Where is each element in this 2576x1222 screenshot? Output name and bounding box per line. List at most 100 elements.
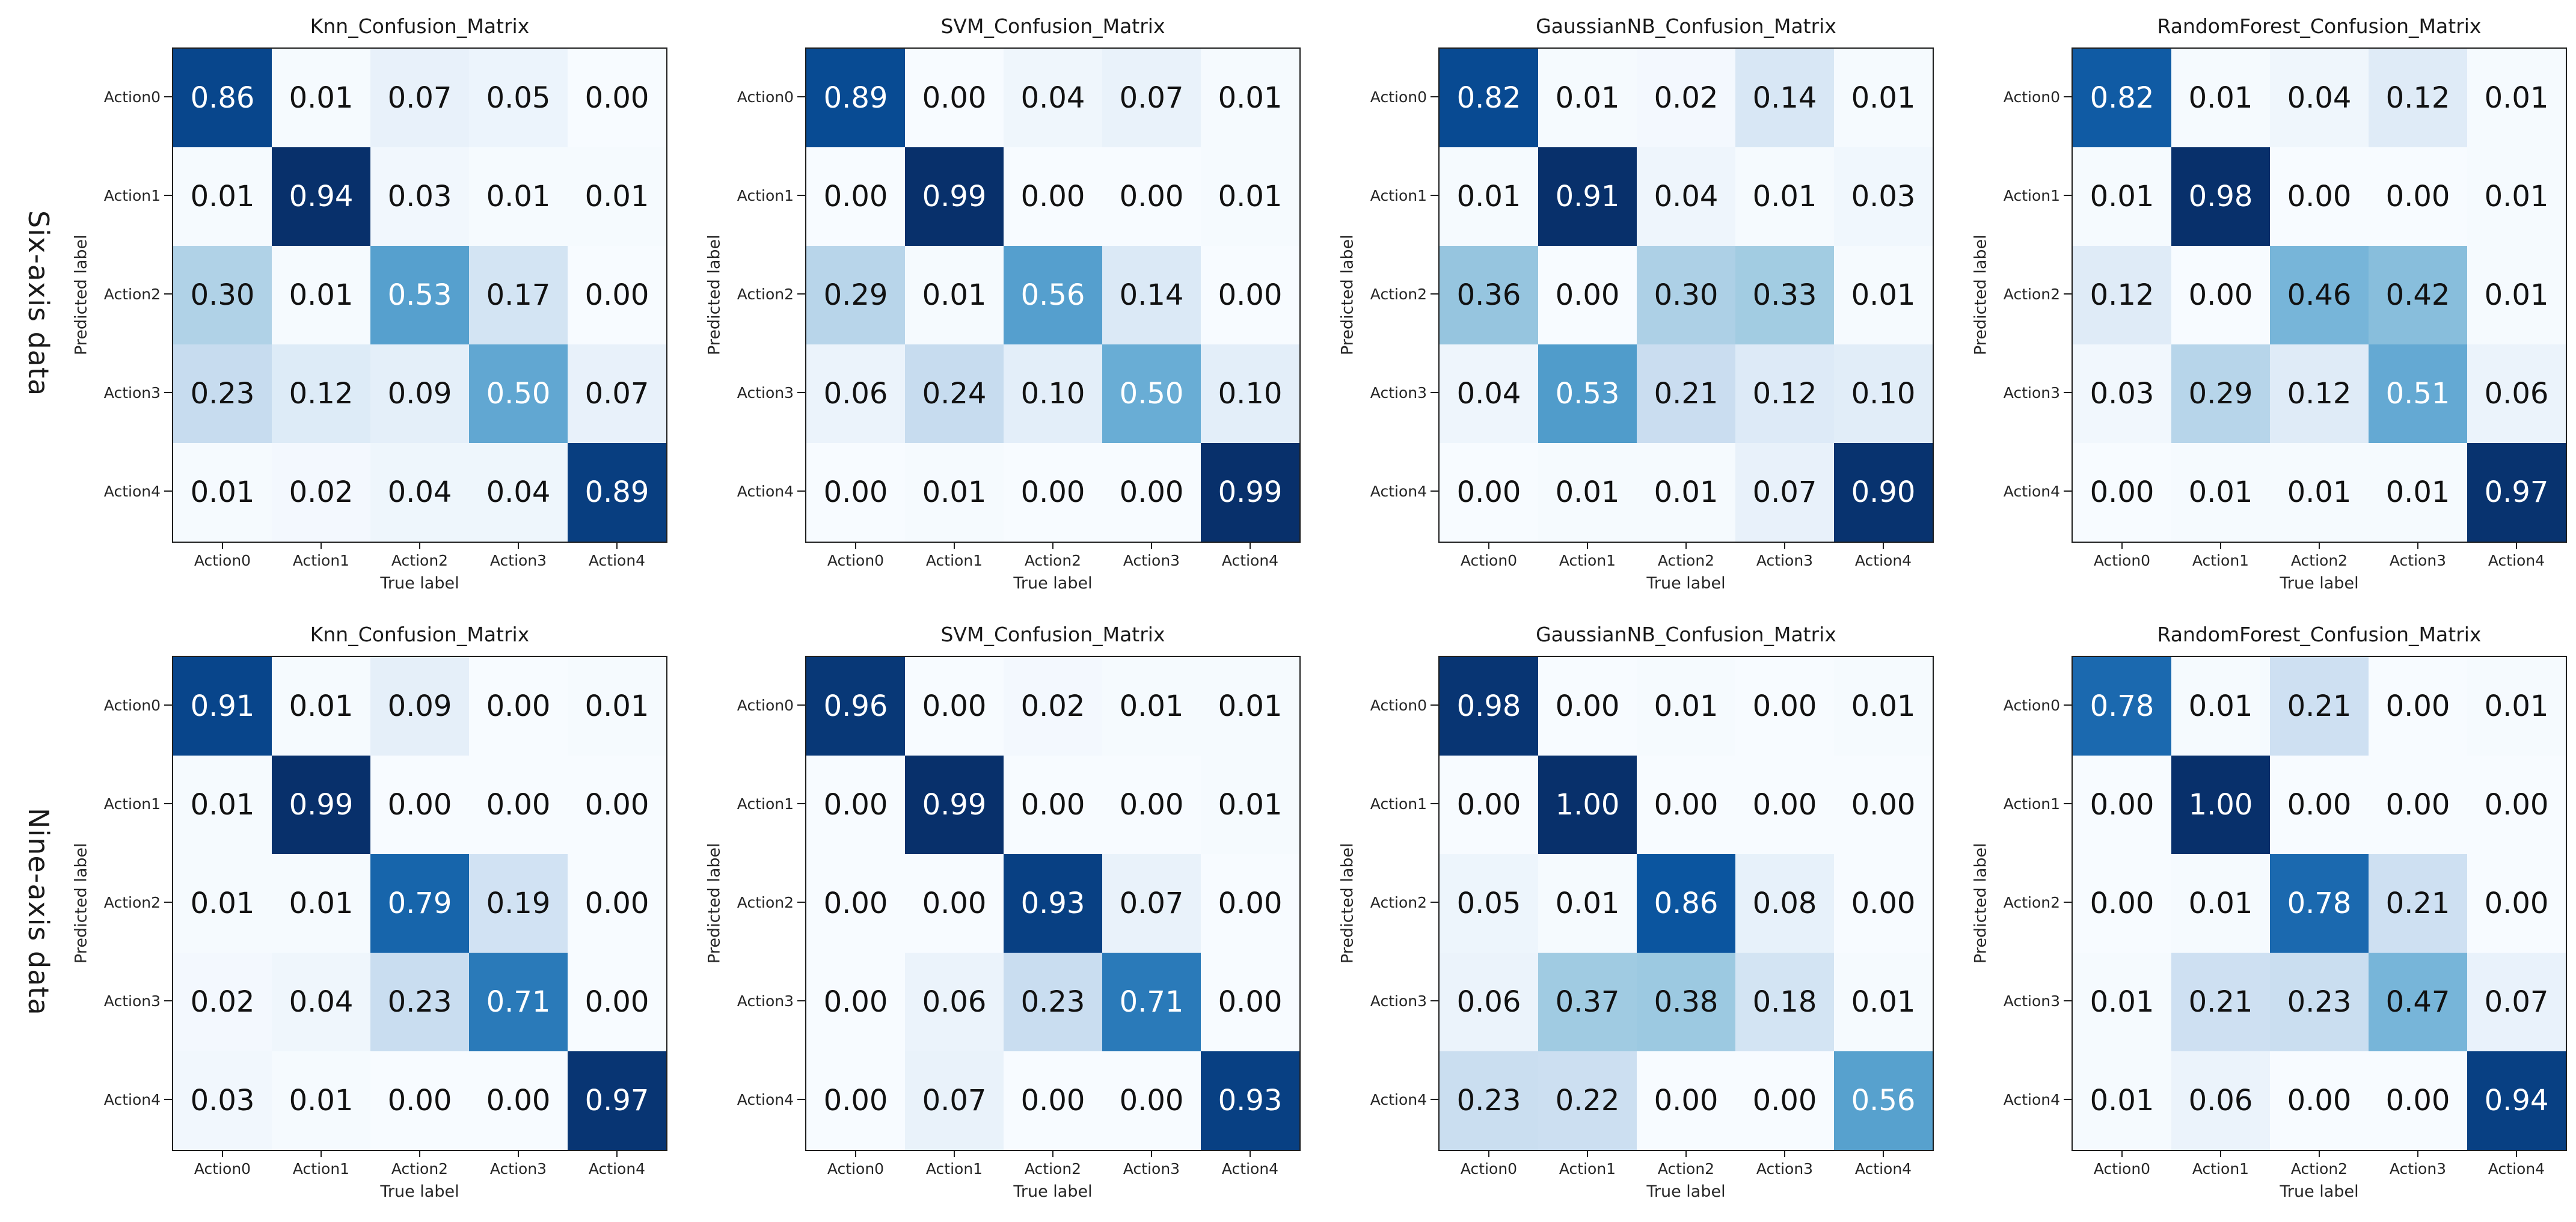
y-tick-mark xyxy=(2064,1000,2072,1001)
y-tick: Action0 xyxy=(728,47,805,146)
matrix-cell: 0.46 xyxy=(2270,246,2369,344)
y-tick-mark xyxy=(797,392,805,393)
matrix-cell: 0.06 xyxy=(2467,344,2566,443)
matrix-cell: 0.06 xyxy=(1440,953,1538,1051)
x-tick-label: Action3 xyxy=(2389,1160,2447,1178)
cell-value: 0.10 xyxy=(1020,377,1085,411)
subplot-title: Knn_Confusion_Matrix xyxy=(310,14,530,38)
y-tick-mark xyxy=(164,803,172,804)
confusion-matrix-subplot: GaussianNB_Confusion_Matrix Predicted la… xyxy=(1334,14,1934,593)
cell-value: 0.00 xyxy=(1119,475,1184,509)
cell-value: 0.01 xyxy=(2484,81,2549,115)
matrix-cell: 0.01 xyxy=(2073,953,2171,1051)
matrix-cell: 0.10 xyxy=(1004,344,1102,443)
y-tick-mark xyxy=(2064,902,2072,903)
confusion-matrix-subplot: SVM_Confusion_Matrix Predicted label Act… xyxy=(701,14,1301,593)
subplot-main: Predicted label Action0 Action1 Action2 Act… xyxy=(1334,656,1934,1151)
matrix-cell: 0.00 xyxy=(1004,147,1102,246)
y-axis-label: Predicted label xyxy=(72,843,91,964)
cell-value: 0.50 xyxy=(486,377,551,411)
cell-value: 0.00 xyxy=(2484,788,2549,822)
matrix-cell: 0.00 xyxy=(2369,147,2467,246)
matrix-cell: 0.09 xyxy=(370,344,469,443)
x-tick: Action1 xyxy=(272,543,370,569)
confusion-matrix-subplot: Knn_Confusion_Matrix Predicted label Act… xyxy=(67,623,667,1201)
y-tick-label: Action3 xyxy=(103,992,161,1010)
y-tick: Action2 xyxy=(1995,245,2072,343)
x-tick-mark xyxy=(222,543,223,549)
y-tick-mark xyxy=(2064,96,2072,97)
matrix-cell: 0.01 xyxy=(1201,657,1299,756)
cell-value: 0.38 xyxy=(1654,985,1719,1019)
x-tick: Action3 xyxy=(469,543,568,569)
cell-value: 0.07 xyxy=(1119,887,1184,920)
cell-value: 0.42 xyxy=(2385,278,2450,312)
cell-value: 0.23 xyxy=(2287,985,2352,1019)
x-tick-label: Action4 xyxy=(2488,552,2545,569)
matrix-cell: 0.36 xyxy=(1440,246,1538,344)
matrix-cell: 0.01 xyxy=(1735,147,1834,246)
y-tick-mark xyxy=(1431,293,1438,295)
cell-value: 0.07 xyxy=(2484,985,2549,1019)
y-tick: Action0 xyxy=(1995,47,2072,146)
cell-value: 0.14 xyxy=(1752,81,1817,115)
matrix-cell: 0.00 xyxy=(905,854,1004,953)
cell-value: 0.00 xyxy=(1119,180,1184,213)
matrix-cell: 0.07 xyxy=(1102,49,1201,147)
y-tick-label: Action0 xyxy=(103,696,161,714)
matrix-cell: 0.17 xyxy=(469,246,568,344)
cell-value: 0.01 xyxy=(2090,180,2154,213)
matrix-cell: 0.12 xyxy=(2369,49,2467,147)
cell-value: 0.01 xyxy=(190,788,255,822)
y-tick-column: Action0 Action1 Action2 Action3 Action4 xyxy=(1995,47,2072,543)
matrix-cell: 0.07 xyxy=(1735,443,1834,542)
matrix-cell: 0.04 xyxy=(1637,147,1735,246)
cell-value: 0.00 xyxy=(922,81,987,115)
matrix-cell: 0.01 xyxy=(2467,49,2566,147)
x-tick-label: Action0 xyxy=(194,1160,251,1178)
cell-value: 0.01 xyxy=(486,180,551,213)
y-tick-column: Action0 Action1 Action2 Action3 Action4 xyxy=(1995,656,2072,1151)
matrix-cell: 0.00 xyxy=(1538,246,1637,344)
y-tick: Action1 xyxy=(728,146,805,245)
matrix-grid: 0.78 0.01 0.21 0.00 0.01 0.00 1.00 0.00 0.00 0.00… xyxy=(2072,656,2567,1151)
cell-value: 0.53 xyxy=(1555,377,1620,411)
cell-value: 0.97 xyxy=(2484,475,2549,509)
x-tick-label: Action4 xyxy=(588,1160,646,1178)
y-tick-label: Action0 xyxy=(2003,696,2060,714)
row-group-nine-axis: Nine-axis data Knn_Confusion_Matrix Pred… xyxy=(10,623,2570,1201)
cell-value: 0.12 xyxy=(2090,278,2154,312)
x-tick: Action3 xyxy=(1102,1151,1201,1178)
matrix-cell: 0.03 xyxy=(173,1051,272,1150)
matrix-cell: 0.00 xyxy=(1102,443,1201,542)
cell-value: 0.00 xyxy=(1752,689,1817,723)
cell-value: 0.21 xyxy=(2287,689,2352,723)
x-tick: Action4 xyxy=(1834,543,1933,569)
cell-value: 0.00 xyxy=(1020,475,1085,509)
cell-value: 0.01 xyxy=(190,180,255,213)
cell-value: 0.00 xyxy=(2385,788,2450,822)
matrix-cell: 0.23 xyxy=(370,953,469,1051)
matrix-cell: 0.07 xyxy=(568,344,666,443)
row-label-nine-axis: Nine-axis data xyxy=(22,808,55,1016)
x-tick-mark xyxy=(2417,1151,2418,1157)
x-tick: Action1 xyxy=(905,543,1004,569)
matrix-cell: 0.93 xyxy=(1201,1051,1299,1150)
matrix-cell: 0.00 xyxy=(370,1051,469,1150)
matrix-cell: 0.98 xyxy=(2171,147,2270,246)
cell-value: 0.99 xyxy=(922,788,987,822)
cell-value: 0.91 xyxy=(1555,180,1620,213)
cell-value: 0.00 xyxy=(2188,278,2253,312)
y-tick-label: Action0 xyxy=(1370,88,1427,106)
y-tick-label: Action1 xyxy=(2003,795,2060,813)
x-tick: Action3 xyxy=(2369,1151,2467,1178)
cell-value: 0.00 xyxy=(2090,788,2154,822)
cell-value: 0.02 xyxy=(289,475,354,509)
y-tick-mark xyxy=(164,96,172,97)
y-axis-label: Predicted label xyxy=(1338,843,1357,964)
matrix-cell: 0.01 xyxy=(173,756,272,854)
x-tick-row: Action0 Action1 Action2 Action3 Action4 xyxy=(1440,1151,1933,1178)
cell-value: 0.00 xyxy=(1020,180,1085,213)
cell-value: 0.01 xyxy=(190,887,255,920)
cell-value: 0.01 xyxy=(1218,180,1283,213)
